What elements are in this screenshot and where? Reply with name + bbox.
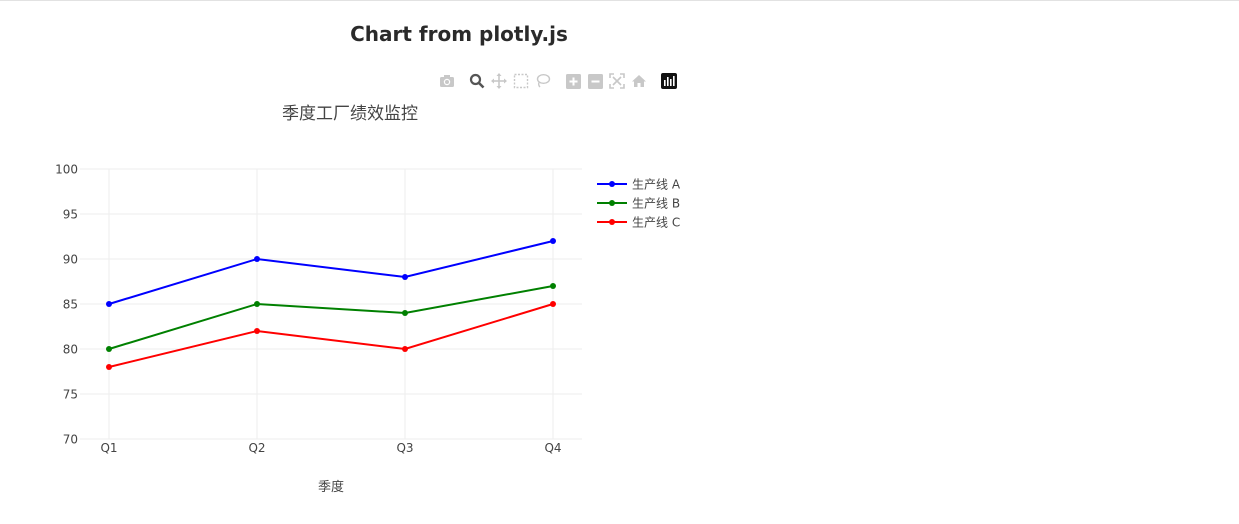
data-point[interactable] <box>106 346 112 352</box>
y-tick-label: 70 <box>63 433 78 447</box>
legend-marker <box>609 181 615 187</box>
data-point[interactable] <box>254 301 260 307</box>
modebar <box>436 71 680 91</box>
lasso-select-icon[interactable] <box>532 71 554 91</box>
legend-marker <box>609 219 615 225</box>
data-point[interactable] <box>106 301 112 307</box>
zoom-in-icon[interactable] <box>562 71 584 91</box>
zoom-out-icon[interactable] <box>584 71 606 91</box>
zoom-icon[interactable] <box>466 71 488 91</box>
legend-item[interactable]: 生产线 B <box>597 197 680 211</box>
y-tick-label: 80 <box>63 343 78 357</box>
series-line <box>108 240 554 305</box>
series-line <box>108 285 554 350</box>
data-point[interactable] <box>254 256 260 262</box>
series-2 <box>106 283 556 352</box>
reset-axes-icon[interactable] <box>628 71 650 91</box>
legend-label: 生产线 C <box>632 216 680 230</box>
data-point[interactable] <box>402 274 408 280</box>
y-tick-label: 100 <box>55 163 78 177</box>
x-tick-label: Q1 <box>100 441 117 455</box>
box-select-icon[interactable] <box>510 71 532 91</box>
legend-label: 生产线 A <box>632 178 681 192</box>
x-axis-title: 季度 <box>318 479 344 495</box>
series-layer <box>106 238 556 370</box>
gridlines <box>80 168 582 440</box>
autoscale-icon[interactable] <box>606 71 628 91</box>
series-1 <box>106 238 556 307</box>
top-divider <box>0 0 1239 1</box>
legend-item[interactable]: 生产线 C <box>597 216 680 230</box>
page-title: Chart from plotly.js <box>350 22 568 46</box>
data-point[interactable] <box>550 283 556 289</box>
data-point[interactable] <box>550 238 556 244</box>
data-point[interactable] <box>550 301 556 307</box>
x-tick-label: Q2 <box>248 441 265 455</box>
y-tick-label: 90 <box>63 253 78 267</box>
y-tick-label: 95 <box>63 208 78 222</box>
x-tick-label: Q4 <box>544 441 561 455</box>
x-tick-label: Q3 <box>396 441 413 455</box>
data-point[interactable] <box>106 364 112 370</box>
series-line <box>108 303 554 368</box>
pan-icon[interactable] <box>488 71 510 91</box>
data-point[interactable] <box>402 310 408 316</box>
camera-icon[interactable] <box>436 71 458 91</box>
data-point[interactable] <box>254 328 260 334</box>
legend-label: 生产线 B <box>632 197 680 211</box>
legend-item[interactable]: 生产线 A <box>597 178 681 192</box>
y-tick-label: 85 <box>63 298 78 312</box>
data-point[interactable] <box>402 346 408 352</box>
series-3 <box>106 301 556 370</box>
y-tick-label: 75 <box>63 388 78 402</box>
legend-marker <box>609 200 615 206</box>
axes: 70 75 80 85 90 95 100 Q1 Q2 Q3 Q4 <box>55 163 561 456</box>
chart-title: 季度工厂绩效监控 <box>282 104 418 124</box>
plotly-logo-icon[interactable] <box>658 71 680 91</box>
legend: 生产线 A 生产线 B 生产线 C <box>597 178 681 230</box>
